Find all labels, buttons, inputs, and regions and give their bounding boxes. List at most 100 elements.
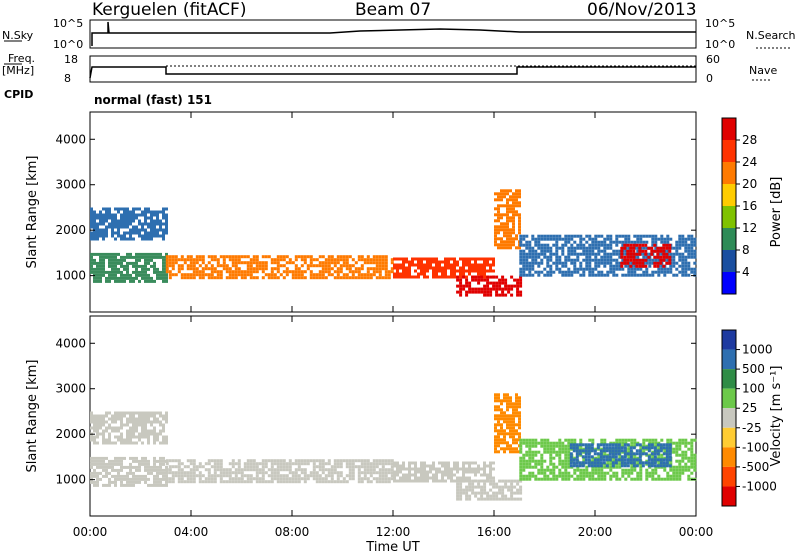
power-echo-cell (570, 249, 574, 253)
power-echo-cell (162, 264, 165, 268)
velocity-echo-cell (405, 467, 408, 471)
power-echo-cell (456, 278, 460, 282)
velocity-echo-cell (561, 450, 565, 454)
power-echo-cell (282, 276, 286, 280)
power-echo-cell (474, 278, 478, 282)
velocity-echo-cell (141, 423, 144, 427)
colorbar-segment (722, 447, 736, 467)
velocity-echo-cell (647, 443, 651, 447)
velocity-echo-cell (623, 452, 627, 456)
velocity-echo-cell (465, 491, 469, 495)
velocity-echo-cell (665, 461, 669, 465)
power-echo-cell (129, 210, 132, 214)
power-echo-cell (687, 267, 691, 271)
power-echo-cell (261, 261, 265, 265)
velocity-echo-cell (366, 468, 370, 472)
velocity-echo-cell (690, 456, 694, 460)
velocity-echo-cell (543, 447, 547, 451)
velocity-echo-cell (114, 474, 117, 478)
power-echo-cell (669, 264, 673, 268)
velocity-echo-cell (324, 468, 328, 472)
power-echo-cell (579, 264, 583, 268)
power-echo-cell (279, 255, 283, 259)
velocity-echo-cell (456, 461, 459, 465)
velocity-echo-cell (690, 471, 694, 475)
velocity-echo-cell (641, 452, 645, 456)
power-echo-cell (606, 252, 610, 256)
velocity-echo-cell (675, 465, 679, 469)
power-echo-cell (606, 258, 610, 262)
velocity-echo-cell (378, 474, 382, 478)
power-echo-cell (453, 275, 456, 279)
power-echo-cell (624, 264, 628, 268)
velocity-echo-cell (641, 446, 645, 450)
power-echo-cell (522, 258, 526, 262)
velocity-echo-cell (129, 435, 132, 439)
power-echo-cell (600, 255, 604, 259)
power-echo-cell (546, 273, 550, 277)
power-echo-cell (405, 257, 408, 261)
velocity-echo-cell (569, 464, 573, 468)
velocity-echo-cell (537, 468, 541, 472)
velocity-echo-cell (642, 444, 646, 448)
power-echo-cell (546, 258, 550, 262)
velocity-echo-cell (645, 471, 649, 475)
power-echo-cell (285, 270, 289, 274)
power-echo-cell (570, 258, 574, 262)
velocity-echo-cell (552, 474, 556, 478)
velocity-echo-cell (99, 432, 102, 436)
power-echo-cell (153, 225, 156, 229)
power-echo-cell (99, 270, 102, 274)
velocity-echo-cell (552, 450, 556, 454)
power-echo-cell (489, 257, 492, 261)
velocity-echo-cell (234, 462, 238, 466)
power-echo-cell (668, 258, 672, 262)
velocity-echo-cell (483, 485, 487, 489)
velocity-echo-cell (423, 479, 426, 483)
velocity-echo-cell (183, 474, 187, 478)
power-echo-cell (509, 210, 512, 214)
power-echo-cell (159, 228, 162, 232)
power-echo-cell (552, 270, 556, 274)
power-echo-cell (228, 270, 232, 274)
power-echo-cell (558, 255, 562, 259)
power-echo-cell (494, 225, 497, 229)
velocity-echo-cell (605, 443, 609, 447)
velocity-echo-cell (297, 474, 301, 478)
velocity-echo-cell (267, 474, 271, 478)
power-echo-cell (632, 258, 636, 262)
velocity-echo-cell (300, 468, 304, 472)
power-echo-cell (330, 261, 334, 265)
velocity-echo-cell (198, 477, 202, 481)
power-echo-cell (474, 275, 478, 279)
velocity-echo-cell (432, 467, 435, 471)
power-echo-cell (684, 249, 688, 253)
freq-trace (89, 66, 696, 79)
power-echo-cell (99, 258, 102, 262)
power-echo-cell (393, 257, 396, 261)
velocity-echo-cell (300, 462, 304, 466)
velocity-echo-cell (552, 465, 556, 469)
velocity-echo-cell (687, 459, 691, 463)
velocity-echo-cell (603, 471, 607, 475)
power-echo-cell (165, 216, 168, 220)
power-echo-cell (693, 270, 697, 274)
power-echo-cell (390, 267, 394, 271)
power-echo-cell (509, 204, 512, 208)
power-echo-cell (348, 276, 352, 280)
power-echo-cell (444, 257, 447, 261)
power-echo-cell (105, 219, 108, 223)
velocity-echo-cell (180, 474, 184, 478)
power-echo-cell (507, 290, 511, 294)
power-echo-cell (690, 243, 694, 247)
velocity-echo-cell (129, 477, 132, 481)
power-echo-cell (90, 234, 93, 238)
power-echo-cell (153, 234, 156, 238)
velocity-echo-cell (210, 480, 214, 484)
power-echo-cell (456, 269, 459, 273)
power-echo-cell (465, 260, 468, 264)
power-echo-cell (423, 275, 426, 279)
velocity-echo-cell (650, 458, 654, 462)
velocity-echo-cell (497, 441, 500, 445)
velocity-echo-cell (558, 447, 562, 451)
